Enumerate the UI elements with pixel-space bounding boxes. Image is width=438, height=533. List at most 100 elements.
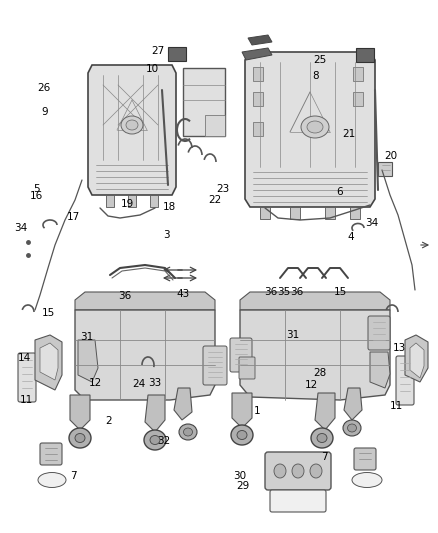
Polygon shape (35, 335, 62, 390)
Text: 26: 26 (37, 83, 50, 93)
Text: 23: 23 (216, 184, 229, 194)
Ellipse shape (38, 472, 66, 488)
Text: 33: 33 (148, 378, 161, 387)
Ellipse shape (310, 464, 322, 478)
Polygon shape (150, 195, 158, 207)
Ellipse shape (231, 425, 253, 445)
Polygon shape (75, 292, 215, 310)
Polygon shape (315, 393, 335, 430)
Text: 35: 35 (277, 287, 290, 297)
FancyBboxPatch shape (230, 338, 252, 372)
Bar (205, 115, 225, 136)
Polygon shape (290, 207, 300, 219)
Ellipse shape (237, 431, 247, 440)
Ellipse shape (311, 428, 333, 448)
Text: 28: 28 (313, 368, 326, 378)
Text: 13: 13 (393, 343, 406, 352)
Text: 6: 6 (336, 187, 343, 197)
Text: 34: 34 (14, 223, 28, 233)
Polygon shape (40, 343, 58, 380)
FancyBboxPatch shape (40, 443, 62, 465)
Text: 36: 36 (290, 287, 304, 297)
Text: 4: 4 (347, 232, 354, 242)
Ellipse shape (343, 420, 361, 436)
Text: 32: 32 (158, 437, 171, 446)
Text: 7: 7 (70, 471, 77, 481)
Text: 12: 12 (89, 378, 102, 387)
Polygon shape (344, 388, 362, 420)
Text: 12: 12 (305, 380, 318, 390)
Bar (378, 162, 392, 176)
Ellipse shape (121, 116, 143, 134)
Text: 30: 30 (233, 471, 247, 481)
Text: 5: 5 (33, 184, 40, 194)
Polygon shape (410, 343, 424, 378)
Ellipse shape (307, 121, 323, 133)
FancyBboxPatch shape (203, 346, 227, 385)
Bar (253, 122, 263, 136)
Text: 1: 1 (254, 407, 261, 416)
FancyBboxPatch shape (18, 353, 36, 402)
FancyBboxPatch shape (270, 490, 326, 512)
Text: 43: 43 (177, 289, 190, 299)
Polygon shape (70, 395, 90, 430)
Ellipse shape (347, 424, 357, 432)
Polygon shape (78, 340, 98, 382)
Polygon shape (88, 65, 176, 195)
Polygon shape (325, 207, 335, 219)
Ellipse shape (301, 116, 329, 138)
Polygon shape (260, 207, 270, 219)
Polygon shape (106, 195, 114, 207)
Polygon shape (232, 393, 252, 428)
Text: 14: 14 (18, 353, 31, 363)
Text: 17: 17 (67, 213, 80, 222)
Bar (353, 67, 363, 81)
Text: 2: 2 (105, 416, 112, 426)
FancyBboxPatch shape (239, 357, 255, 379)
Text: 11: 11 (390, 401, 403, 411)
Text: 11: 11 (20, 395, 33, 405)
Text: 29: 29 (237, 481, 250, 491)
FancyBboxPatch shape (265, 452, 331, 490)
Polygon shape (350, 207, 360, 219)
Text: 19: 19 (120, 199, 134, 209)
Bar (253, 67, 263, 81)
Text: 8: 8 (312, 71, 319, 81)
Text: 9: 9 (42, 107, 49, 117)
Bar (183, 68, 225, 136)
Ellipse shape (184, 428, 192, 436)
Text: 22: 22 (208, 195, 221, 205)
Ellipse shape (317, 433, 327, 442)
Ellipse shape (69, 428, 91, 448)
FancyBboxPatch shape (354, 448, 376, 470)
Ellipse shape (126, 120, 138, 130)
Text: 21: 21 (343, 130, 356, 139)
Text: 31: 31 (80, 332, 93, 342)
Ellipse shape (75, 433, 85, 442)
Text: 10: 10 (146, 64, 159, 74)
Ellipse shape (150, 435, 160, 445)
Text: 34: 34 (365, 218, 378, 228)
Bar (168, 47, 186, 61)
Text: 15: 15 (42, 308, 55, 318)
Text: 24: 24 (133, 379, 146, 389)
Text: 27: 27 (151, 46, 164, 55)
Polygon shape (370, 352, 390, 388)
Polygon shape (128, 195, 136, 207)
Text: 25: 25 (313, 55, 326, 64)
Bar (356, 48, 374, 62)
Text: 20: 20 (384, 151, 397, 160)
Polygon shape (145, 395, 165, 432)
Ellipse shape (274, 464, 286, 478)
Ellipse shape (179, 424, 197, 440)
Bar (253, 92, 263, 106)
Polygon shape (405, 335, 428, 382)
Bar (353, 92, 363, 106)
Text: 7: 7 (321, 453, 328, 462)
Text: 15: 15 (334, 287, 347, 296)
Text: 31: 31 (286, 330, 299, 340)
Ellipse shape (352, 472, 382, 488)
Polygon shape (240, 310, 390, 400)
Ellipse shape (292, 464, 304, 478)
Polygon shape (174, 388, 192, 420)
